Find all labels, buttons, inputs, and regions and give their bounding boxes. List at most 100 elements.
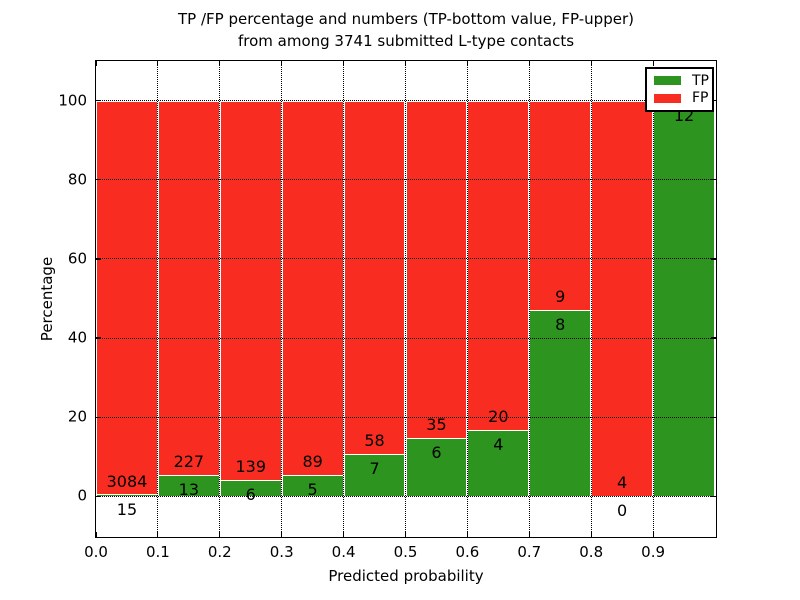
y-tick-label: 60 (67, 249, 87, 268)
y-axis-label: Percentage (38, 256, 56, 342)
x-tick (590, 532, 592, 537)
x-tick (652, 532, 654, 537)
bar-count-label-tp: 13 (178, 479, 200, 499)
x-tick-label: 0.3 (269, 543, 294, 561)
bar-segment-tp (467, 430, 530, 497)
x-tick (404, 61, 407, 66)
y-tick (96, 99, 101, 102)
x-tick (95, 532, 97, 537)
bar-count-label-fp: 35 (426, 415, 447, 435)
bar-count-label-fp: 9 (555, 287, 566, 307)
bar-count-label-fp: 227 (173, 451, 205, 471)
bar-segment-fp (529, 100, 592, 311)
y-tick (96, 179, 101, 181)
bar-count-label-tp: 8 (555, 315, 566, 335)
x-tick-label: 0.1 (145, 543, 170, 561)
gridline-horizontal (96, 416, 715, 418)
x-tick (343, 61, 345, 66)
y-tick (711, 337, 716, 339)
bar-segment-fp (219, 100, 282, 481)
x-tick-label: 0.4 (331, 543, 356, 561)
x-tick (590, 61, 592, 66)
bar-segment-fp (467, 100, 530, 431)
x-tick (466, 61, 468, 66)
y-tick-label: 100 (58, 91, 87, 110)
bar-segment-fp (405, 100, 468, 439)
bar-count-label-fp: 20 (488, 407, 509, 427)
gridline-vertical (590, 61, 592, 536)
gridline-vertical (343, 61, 345, 536)
y-tick (96, 495, 101, 497)
y-tick (711, 416, 716, 418)
legend-row-tp: TP (654, 74, 712, 88)
gridline-vertical (466, 61, 468, 536)
x-tick-label: 0.7 (517, 543, 542, 561)
bar-segment-fp (96, 100, 158, 495)
bar-segment-fp (157, 100, 220, 475)
y-tick (96, 337, 101, 339)
gridline-horizontal (96, 495, 715, 497)
bar-count-label-fp: 3084 (106, 471, 148, 491)
bar-count-label-fp: 139 (235, 457, 267, 477)
legend-swatch-fp-icon (654, 93, 681, 103)
gridline-vertical (281, 61, 283, 536)
x-tick-label: 0.0 (84, 543, 108, 561)
x-tick-label: 0.6 (455, 543, 480, 561)
plot-inner: 0.0 0.1 0.2 0.3 0.4 0.5 0.6 0.7 0.8 0.9 0 20 40 60 80 1… (58, 61, 716, 560)
bar-count-label-tp: 15 (116, 499, 138, 519)
bar-count-label-tp: 4 (493, 435, 504, 455)
gridline-horizontal (96, 179, 715, 181)
legend-swatch-tp-icon (654, 76, 681, 86)
x-tick (281, 61, 283, 66)
gridline-horizontal (96, 100, 715, 102)
x-tick (157, 61, 159, 66)
bar-count-label-tp: 0 (617, 501, 628, 521)
x-tick (528, 61, 530, 66)
bar-segment-fp (343, 100, 406, 454)
x-tick (219, 61, 221, 66)
gridline-horizontal (96, 337, 715, 339)
bar-segment-fp (591, 100, 654, 497)
bar-count-label-tp: 5 (307, 480, 318, 500)
bar-count-label-tp: 6 (245, 485, 256, 505)
x-tick (95, 61, 97, 66)
x-tick (652, 61, 654, 66)
plot-area: 0.0 0.1 0.2 0.3 0.4 0.5 0.6 0.7 0.8 0.9 0 20 40 60 80 1… (58, 60, 717, 560)
legend: TP FP (645, 67, 714, 112)
x-tick (281, 532, 283, 537)
y-tick (711, 179, 716, 181)
gridline-vertical (219, 61, 221, 536)
y-tick (711, 258, 716, 260)
x-tick-label: 0.8 (579, 543, 604, 561)
chart-title-line2: from among 3741 submitted L-type contact… (237, 32, 575, 50)
y-tick (711, 495, 716, 497)
bar-count-label-fp: 58 (364, 430, 385, 450)
x-tick (528, 532, 530, 537)
x-tick-label: 0.5 (393, 543, 418, 561)
x-tick-label: 0.9 (641, 543, 666, 561)
x-tick-label: 0.2 (207, 543, 232, 561)
y-tick-label: 0 (77, 486, 87, 505)
y-tick-label: 80 (67, 170, 87, 189)
bar-count-label-fp: 4 (617, 473, 628, 493)
bar-count-label-tp: 7 (369, 458, 380, 478)
gridline-vertical (405, 61, 406, 536)
chart-title-line1: TP /FP percentage and numbers (TP-bottom… (178, 10, 634, 28)
x-tick (404, 532, 407, 537)
x-tick (343, 532, 345, 537)
legend-row-fp: FP (654, 91, 712, 105)
gridline-vertical (652, 61, 654, 536)
bar-segment-fp (281, 100, 344, 476)
y-tick-label: 20 (67, 407, 87, 426)
x-axis-label: Predicted probability (328, 567, 484, 585)
gridline-vertical (157, 61, 159, 536)
legend-label-tp: TP (692, 72, 709, 89)
y-tick (96, 258, 101, 260)
y-tick-label: 40 (67, 328, 87, 347)
gridline-vertical (528, 61, 530, 536)
gridline-horizontal (96, 258, 715, 260)
bar-count-label-tp: 6 (431, 443, 442, 463)
bar-count-label-fp: 89 (302, 452, 323, 472)
y-tick (96, 416, 101, 418)
